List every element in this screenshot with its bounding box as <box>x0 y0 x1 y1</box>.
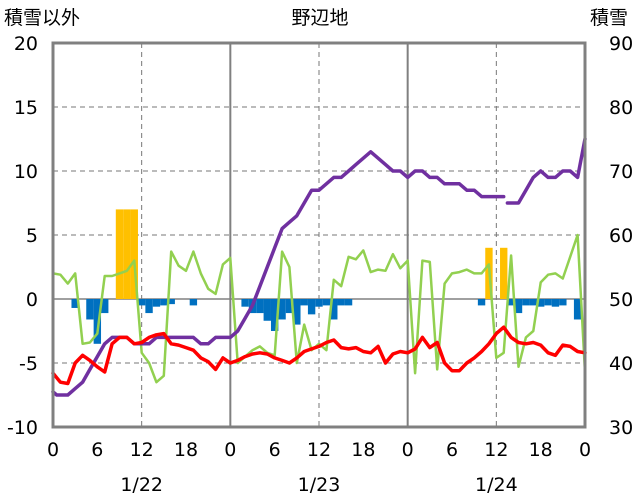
temp_change-bar <box>300 299 308 306</box>
plot-frame <box>51 41 587 429</box>
temp_change-bar <box>573 299 582 320</box>
temp_change-bar <box>270 299 279 331</box>
left-tick-label: 10 <box>14 161 38 183</box>
temp_change-bar <box>137 299 146 306</box>
right-tick-label: 40 <box>609 353 633 375</box>
temp_change-bar <box>514 299 523 314</box>
temp_change-bar <box>241 299 249 307</box>
x-tick-label: 12 <box>130 439 154 461</box>
right-tick-label: 30 <box>609 417 633 439</box>
snowfall-bar <box>123 209 131 299</box>
left-tick-label: -5 <box>19 353 38 375</box>
temp_change-bar <box>330 299 338 320</box>
x-tick-label: 6 <box>269 439 281 461</box>
temp_change-bar <box>278 299 286 320</box>
x-tick-label: 6 <box>446 439 458 461</box>
temp_change-bar <box>256 299 264 314</box>
wind-line <box>51 233 587 384</box>
temp_change-bar <box>293 299 301 325</box>
x-tick-label: 0 <box>402 439 414 461</box>
temp_change-bar <box>93 299 102 344</box>
temp_change-bar <box>544 299 552 306</box>
temp_change-bar <box>529 299 537 306</box>
temp_change-bar <box>145 299 153 314</box>
snowfall-bar <box>500 247 508 299</box>
temp_change-bar <box>263 299 271 321</box>
left-tick-label: 5 <box>26 225 38 247</box>
snowfall-bar <box>130 209 138 299</box>
right-tick-label: 70 <box>609 161 633 183</box>
right-axis-label: 積雪 <box>590 7 628 29</box>
snowfall-bar <box>115 209 124 299</box>
temp_change-bar <box>551 299 560 307</box>
x-tick-label: 18 <box>529 439 553 461</box>
right-tick-label: 80 <box>609 97 633 119</box>
chart-title: 野辺地 <box>291 7 348 29</box>
left-tick-label: -10 <box>7 417 38 439</box>
x-day-label: 1/23 <box>298 474 341 496</box>
temp_change-bar <box>315 299 323 307</box>
left-tick-label: 20 <box>14 33 38 55</box>
x-tick-label: 12 <box>484 439 508 461</box>
temp_change-bar <box>285 299 294 314</box>
temp_change-bar <box>152 299 161 307</box>
temp_change-bar <box>344 299 353 306</box>
x-day-label: 1/22 <box>120 474 163 496</box>
x-tick-label: 0 <box>47 439 59 461</box>
temp_change-bar <box>507 299 515 306</box>
temp_change-bar <box>522 299 530 306</box>
right-tick-label: 50 <box>609 289 633 311</box>
x-tick-label: 0 <box>579 439 591 461</box>
temp_change-bar <box>167 299 175 305</box>
x-tick-label: 12 <box>307 439 331 461</box>
left-tick-label: 0 <box>26 289 38 311</box>
x-tick-label: 18 <box>174 439 198 461</box>
temp_change-bar <box>536 299 545 307</box>
temp_change-bar <box>86 299 94 320</box>
temp_change-bar <box>71 299 79 308</box>
temperature-line <box>51 325 587 386</box>
x-day-label: 1/24 <box>475 474 518 496</box>
temp_change-bar <box>307 299 316 315</box>
temp_change-bar <box>189 299 198 306</box>
x-tick-label: 18 <box>351 439 375 461</box>
temp_change-bar <box>337 299 345 306</box>
temp_change-bar <box>559 299 567 306</box>
x-tick-label: 6 <box>91 439 103 461</box>
left-axis-label: 積雪以外 <box>4 7 80 29</box>
temp_change-bar <box>477 299 486 306</box>
x-tick-label: 0 <box>224 439 236 461</box>
right-tick-label: 90 <box>609 33 633 55</box>
snow_depth-line <box>505 137 587 205</box>
temp_change-bar <box>322 299 331 306</box>
temp_change-bar <box>160 299 168 306</box>
left-tick-label: 15 <box>14 97 38 119</box>
right-tick-label: 60 <box>609 225 633 247</box>
temp_change-bar <box>101 299 109 314</box>
